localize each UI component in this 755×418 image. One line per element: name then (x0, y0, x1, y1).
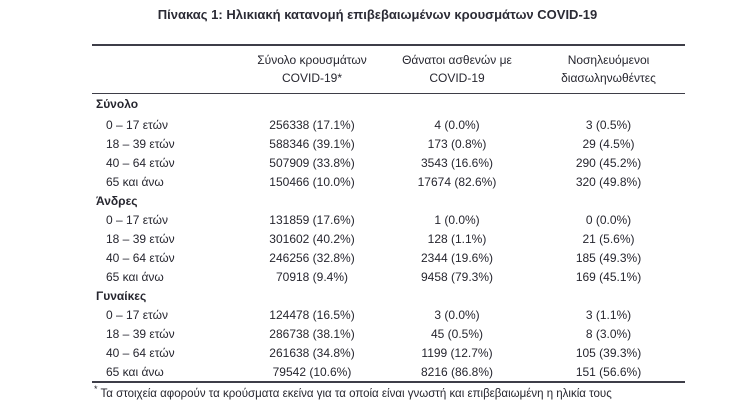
age-label: 0 – 17 ετών (106, 307, 168, 322)
deaths-value: 1199 (12.7%) (421, 345, 493, 360)
table-footnote: * Τα στοιχεία αφορούν τα κρούσματα εκείνα… (94, 382, 714, 401)
deaths-value: 17674 (82.6%) (417, 174, 497, 189)
intubated-value: 151 (56.6%) (532, 362, 685, 383)
deaths-value: 9458 (79.3%) (420, 269, 494, 284)
cases-value: 124478 (16.5%) (269, 307, 355, 322)
section-label: Σύνολο (96, 96, 139, 111)
age-label: 65 και άνω (106, 269, 164, 284)
deaths-value: 128 (1.1%) (427, 231, 487, 246)
cases-value: 261638 (34.8%) (269, 345, 355, 360)
column-header-label: διασωληνωθέντες (561, 71, 656, 85)
cases-value: 70918 (9.4%) (275, 269, 349, 284)
footnote-marker: * (94, 384, 98, 394)
age-label: 40 – 64 ετών (106, 345, 175, 360)
deaths-value: 3 (0.0%) (434, 307, 480, 322)
section-header-men: Άνδρες (92, 191, 685, 210)
section-header-women: Γυναίκες (92, 286, 685, 305)
age-label: 0 – 17 ετών (106, 117, 168, 132)
intubated-value: 185 (49.3%) (575, 250, 642, 265)
intubated-value: 320 (49.8%) (575, 174, 642, 189)
section-header-total: Σύνολο (92, 94, 685, 114)
column-header-label: COVID-19 (429, 71, 485, 85)
column-header-deaths: Θάνατοι ασθενών με COVID-19 (382, 44, 532, 94)
age-label: 18 – 39 ετών (106, 326, 175, 341)
intubated-value: 0 (0.0%) (585, 212, 632, 227)
cases-value: 507909 (33.8%) (269, 155, 355, 170)
table-row: 18 – 39 ετών 301602 (40.2%) 128 (1.1%) 2… (92, 229, 685, 248)
section-label: Γυναίκες (96, 288, 147, 303)
intubated-value: 3 (1.1%) (585, 307, 632, 322)
deaths-value: 4 (0.0%) (434, 117, 480, 132)
age-label: 40 – 64 ετών (106, 155, 175, 170)
cases-value: 150466 (10.0%) (269, 174, 355, 189)
table-row: 18 – 39 ετών 588346 (39.1%) 173 (0.8%) 2… (92, 134, 685, 153)
cases-value: 286738 (38.1%) (269, 326, 355, 341)
intubated-value: 21 (5.6%) (582, 231, 635, 246)
intubated-value: 8 (3.0%) (585, 326, 632, 341)
column-header-label: Σύνολο κρουσμάτων (257, 53, 367, 67)
deaths-value: 2344 (19.6%) (420, 250, 494, 265)
cases-value: 256338 (17.1%) (269, 117, 355, 132)
table-row: 0 – 17 ετών 256338 (17.1%) 4 (0.0%) 3 (0… (92, 113, 685, 134)
intubated-value: 290 (45.2%) (575, 155, 642, 170)
age-label: 18 – 39 ετών (106, 136, 175, 151)
deaths-value: 1 (0.0%) (434, 212, 480, 227)
table-row: 65 και άνω 79542 (10.6%) 8216 (86.8%) 15… (92, 362, 685, 383)
table-row: 40 – 64 ετών 507909 (33.8%) 3543 (16.6%)… (92, 153, 685, 172)
cases-value: 301602 (40.2%) (269, 231, 355, 246)
deaths-value: 173 (0.8%) (427, 136, 487, 151)
age-label: 65 και άνω (106, 174, 164, 189)
cases-value: 131859 (17.6%) (269, 212, 355, 227)
column-header-label: COVID-19* (281, 71, 343, 85)
covid-age-distribution-table: Σύνολο κρουσμάτων COVID-19* Θάνατοι ασθε… (92, 44, 685, 383)
table-row: 0 – 17 ετών 131859 (17.6%) 1 (0.0%) 0 (0… (92, 210, 685, 229)
age-label: 0 – 17 ετών (106, 212, 168, 227)
intubated-value: 29 (4.5%) (582, 136, 635, 151)
deaths-value: 3543 (16.6%) (420, 155, 494, 170)
table-row: 65 και άνω 150466 (10.0%) 17674 (82.6%) … (92, 172, 685, 191)
table-row: 40 – 64 ετών 261638 (34.8%) 1199 (12.7%)… (92, 343, 685, 362)
deaths-value: 8216 (86.8%) (382, 362, 532, 383)
table-row: 65 και άνω 70918 (9.4%) 9458 (79.3%) 169… (92, 267, 685, 286)
cases-value: 246256 (32.8%) (269, 250, 355, 265)
table-row: 40 – 64 ετών 246256 (32.8%) 2344 (19.6%)… (92, 248, 685, 267)
cases-value: 79542 (10.6%) (242, 362, 382, 383)
table-header-row: Σύνολο κρουσμάτων COVID-19* Θάνατοι ασθε… (92, 44, 685, 94)
page-title: Πίνακας 1: Ηλικιακή κατανομή επιβεβαιωμέ… (157, 7, 598, 22)
age-label: 40 – 64 ετών (106, 250, 175, 265)
column-header-intubated: Νοσηλευόμενοι διασωληνωθέντες (532, 44, 685, 94)
column-header-empty (92, 44, 242, 94)
column-header-label: Νοσηλευόμενοι (567, 53, 650, 67)
intubated-value: 169 (45.1%) (575, 269, 642, 284)
column-header-cases: Σύνολο κρουσμάτων COVID-19* (242, 44, 382, 94)
intubated-value: 3 (0.5%) (585, 117, 632, 132)
section-label: Άνδρες (96, 193, 138, 208)
intubated-value: 105 (39.3%) (575, 345, 642, 360)
age-label: 65 και άνω (92, 362, 242, 383)
deaths-value: 45 (0.5%) (430, 326, 484, 341)
table-row: 0 – 17 ετών 124478 (16.5%) 3 (0.0%) 3 (1… (92, 305, 685, 324)
cases-value: 588346 (39.1%) (269, 136, 355, 151)
table-row: 18 – 39 ετών 286738 (38.1%) 45 (0.5%) 8 … (92, 324, 685, 343)
age-label: 18 – 39 ετών (106, 231, 175, 246)
column-header-label: Θάνατοι ασθενών με (402, 53, 512, 67)
footnote-text: Τα στοιχεία αφορούν τα κρούσματα εκείνα … (100, 387, 612, 400)
